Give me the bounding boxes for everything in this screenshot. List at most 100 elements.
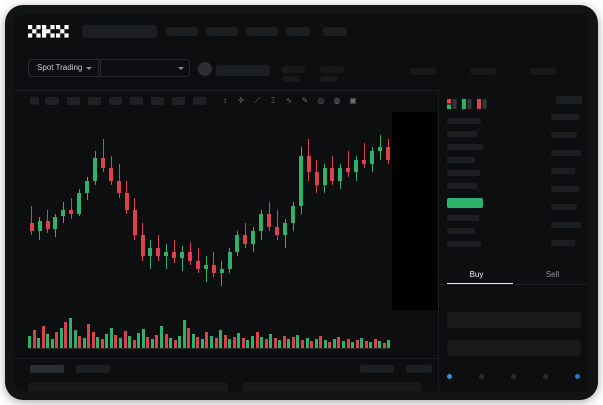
timeframe-button-3[interactable]: [88, 97, 101, 105]
orderbook-ask-row[interactable]: [447, 183, 477, 189]
candle-body: [211, 264, 216, 274]
candle-body: [377, 147, 382, 152]
timeframe-button-7[interactable]: [172, 97, 185, 105]
orderbook-bid-row[interactable]: [447, 215, 479, 221]
candle-wick: [102, 138, 104, 173]
market-stat-1-label: [320, 66, 344, 73]
timeframe-button-5[interactable]: [130, 97, 143, 105]
volume-bar: [87, 324, 91, 348]
slider-step-0[interactable]: [447, 374, 452, 379]
volume-bar: [369, 342, 373, 348]
magnet-icon[interactable]: ◎: [317, 96, 325, 105]
timeframe-button-4[interactable]: [109, 97, 122, 105]
orderbook-ask-row[interactable]: [447, 170, 480, 176]
orderbook-depth-selector[interactable]: [556, 96, 582, 104]
volume-bar: [159, 326, 163, 348]
orderbook-ask-amount: [551, 114, 579, 120]
nav-item-0[interactable]: [166, 27, 198, 36]
trading-pair-selector[interactable]: [98, 59, 190, 77]
timeframe-button-6[interactable]: [151, 97, 164, 105]
trendline-icon[interactable]: ⟋: [254, 96, 260, 105]
volume-bar: [146, 337, 150, 348]
candle-body: [116, 180, 121, 194]
nav-item-4[interactable]: [323, 27, 347, 36]
volume-bar: [155, 335, 159, 348]
volume-bar: [41, 326, 45, 348]
volume-bar: [128, 336, 132, 348]
volume-bar: [378, 341, 382, 348]
market-stat-4: [530, 68, 556, 75]
candle-wick: [205, 256, 207, 282]
volume-bar: [114, 335, 118, 348]
volume-bar: [214, 338, 218, 348]
pencil-icon[interactable]: ✎: [301, 96, 309, 105]
candle-body: [322, 168, 327, 185]
slider-step-4[interactable]: [575, 374, 580, 379]
volume-bar: [355, 340, 359, 348]
ruler-icon[interactable]: ⌶: [270, 96, 276, 105]
candle-body: [45, 220, 50, 230]
volume-bar: [255, 332, 259, 348]
candle-body: [338, 168, 343, 181]
timeframe-button-2[interactable]: [67, 97, 80, 105]
candle-body: [85, 180, 90, 194]
eye-icon[interactable]: ◍: [333, 96, 341, 105]
bottom-card-right[interactable]: [242, 382, 422, 391]
volume-bar: [109, 328, 113, 348]
volume-bar: [241, 338, 245, 348]
volume-bar: [310, 341, 314, 348]
tab-order-history[interactable]: [76, 365, 110, 373]
orderbook-bids-icon[interactable]: [462, 96, 472, 109]
timeframe-button-1[interactable]: [45, 97, 59, 105]
volume-bar: [337, 337, 341, 348]
volume-bar: [278, 340, 282, 348]
order-amount-input[interactable]: [447, 340, 581, 356]
okx-logo[interactable]: [28, 24, 72, 39]
timeframe-button-8[interactable]: [193, 97, 206, 105]
order-form-tabs: Buy Sell: [439, 266, 589, 286]
crosshair-icon[interactable]: ✛: [237, 96, 245, 105]
orderbook-bid-row[interactable]: [447, 228, 475, 234]
tablet-device-frame: Spot Trading: [5, 5, 598, 400]
lock-icon[interactable]: ▣: [349, 96, 357, 105]
tab-open-orders[interactable]: [30, 365, 64, 373]
candle-wick: [181, 245, 183, 272]
trading-mode-selector[interactable]: Spot Trading: [28, 59, 102, 77]
volume-bar: [37, 338, 41, 348]
search-input[interactable]: [82, 25, 157, 38]
orderbook-ask-row[interactable]: [447, 157, 475, 163]
candle-body: [29, 222, 34, 232]
nav-item-3[interactable]: [286, 27, 310, 36]
market-stat-0-value: [282, 76, 300, 82]
orderbook-ask-row[interactable]: [447, 131, 477, 137]
tab-assets[interactable]: [406, 365, 432, 373]
volume-chart: [14, 310, 438, 360]
nav-item-1[interactable]: [206, 27, 238, 36]
coin-avatar: [198, 62, 212, 76]
orderbook-asks-icon[interactable]: [477, 96, 487, 109]
order-amount-slider[interactable]: [447, 373, 581, 381]
volume-bar: [200, 339, 204, 348]
tab-positions[interactable]: [360, 365, 394, 373]
nav-item-2[interactable]: [246, 27, 278, 36]
candle-body: [188, 252, 193, 261]
slider-step-1[interactable]: [479, 374, 484, 379]
volume-bar: [46, 334, 50, 348]
wave-icon[interactable]: ∿: [285, 96, 293, 105]
candle-body: [100, 157, 105, 169]
candlestick-chart[interactable]: [14, 112, 438, 310]
orderbook-ask-row[interactable]: [447, 144, 483, 150]
timeframe-button-0[interactable]: [30, 97, 39, 105]
cursor-icon[interactable]: ↕: [223, 96, 227, 105]
tab-buy[interactable]: Buy: [469, 270, 484, 279]
orderbook-bid-row[interactable]: [447, 241, 481, 247]
orderbook-ask-row[interactable]: [447, 118, 481, 124]
order-price-input[interactable]: [447, 312, 581, 328]
active-tab-underline: [447, 283, 513, 284]
slider-step-3[interactable]: [543, 374, 548, 379]
tab-sell[interactable]: Sell: [545, 270, 560, 279]
bottom-card-left[interactable]: [28, 382, 228, 391]
orderbook-both-icon[interactable]: [447, 96, 457, 109]
slider-step-2[interactable]: [511, 374, 516, 379]
